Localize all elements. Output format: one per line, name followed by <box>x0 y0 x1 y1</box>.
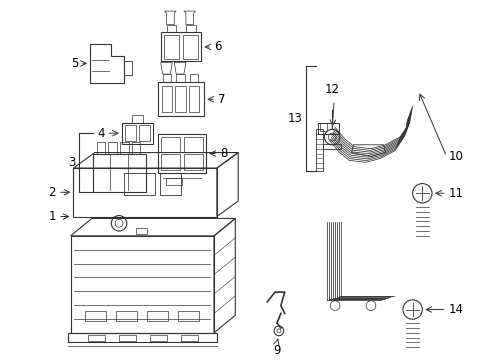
Bar <box>150 335 168 341</box>
Bar <box>88 335 105 341</box>
Bar <box>132 142 140 153</box>
Bar <box>116 311 137 321</box>
Bar <box>184 154 203 170</box>
Bar <box>120 142 129 153</box>
Bar <box>183 35 198 59</box>
Bar <box>125 125 137 141</box>
Bar <box>186 24 196 32</box>
Bar <box>178 311 199 321</box>
Text: 6: 6 <box>214 40 221 53</box>
Bar <box>161 32 201 62</box>
Text: 11: 11 <box>448 187 464 200</box>
Bar <box>158 82 204 116</box>
Bar <box>162 86 172 112</box>
Bar <box>108 142 117 153</box>
Text: 3: 3 <box>68 156 75 169</box>
Bar <box>161 154 180 170</box>
Bar <box>123 173 155 195</box>
Text: 9: 9 <box>273 345 281 357</box>
Bar <box>139 125 150 141</box>
Bar <box>132 115 143 122</box>
Bar <box>147 311 169 321</box>
Bar <box>136 228 147 234</box>
Bar <box>68 333 217 342</box>
Bar <box>161 137 180 152</box>
Text: 2: 2 <box>49 186 56 199</box>
Bar <box>323 144 341 149</box>
Bar <box>160 173 181 195</box>
Bar <box>119 335 137 341</box>
Bar <box>176 74 185 82</box>
Bar <box>175 86 186 112</box>
Bar <box>158 134 206 173</box>
Bar <box>189 86 199 112</box>
Text: 8: 8 <box>220 147 227 160</box>
Text: 1: 1 <box>49 210 56 223</box>
Bar <box>167 24 176 32</box>
Text: 4: 4 <box>97 127 104 140</box>
Bar <box>97 142 105 153</box>
Text: 7: 7 <box>218 93 225 106</box>
Bar <box>85 311 106 321</box>
Bar <box>93 153 146 192</box>
Bar <box>164 35 179 59</box>
Text: 13: 13 <box>287 112 302 125</box>
Bar <box>184 137 203 152</box>
Bar <box>318 122 339 134</box>
Text: 5: 5 <box>71 57 78 70</box>
Bar <box>316 129 323 171</box>
Text: 10: 10 <box>448 150 464 163</box>
Bar <box>163 74 172 82</box>
Bar <box>124 62 132 75</box>
Bar <box>181 335 198 341</box>
Bar <box>319 123 327 131</box>
Text: 12: 12 <box>324 84 340 96</box>
Bar <box>190 74 198 82</box>
Bar <box>122 122 153 144</box>
Text: 14: 14 <box>448 303 464 316</box>
